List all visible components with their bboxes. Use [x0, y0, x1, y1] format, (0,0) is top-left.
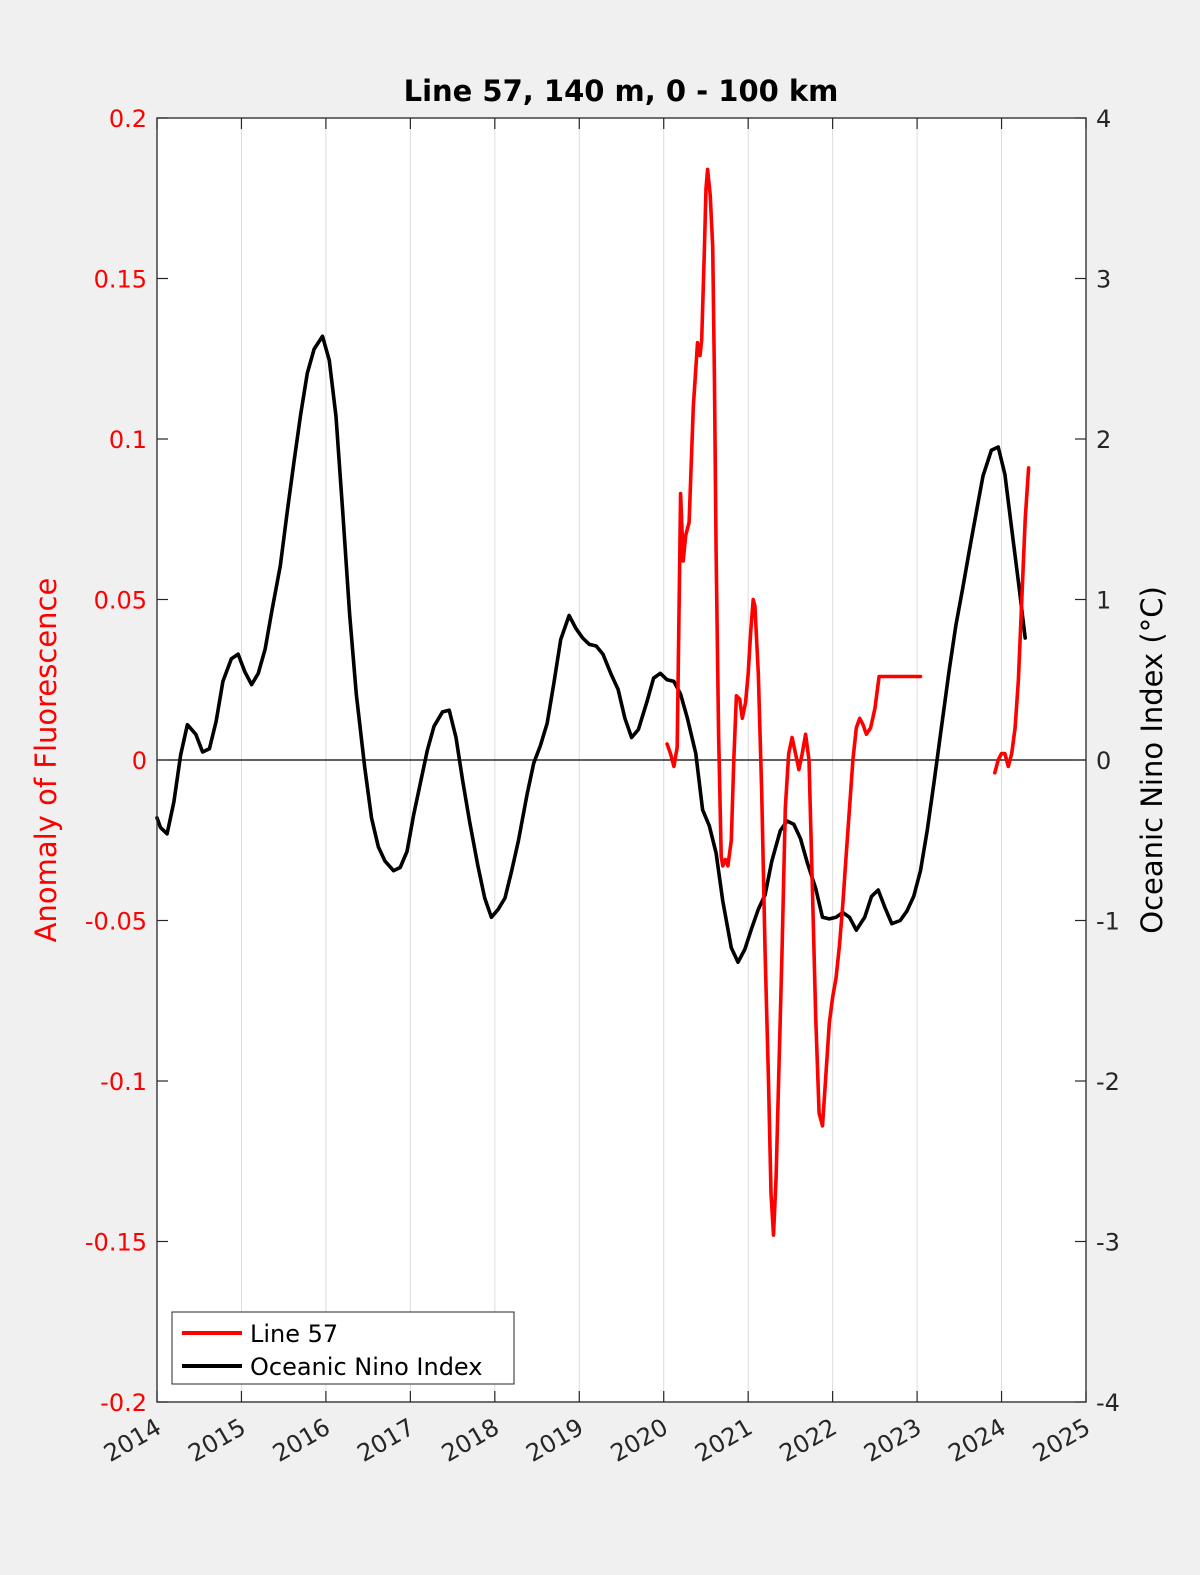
- y-right-tick-label: 4: [1096, 105, 1111, 133]
- y-axis-right: -4 -3 -2 -1 0 1 2 3 4: [1075, 105, 1120, 1417]
- y-right-tick-label: -4: [1096, 1389, 1120, 1417]
- y-right-tick-label: 0: [1096, 747, 1111, 775]
- y-left-tick-label: 0.15: [94, 266, 147, 294]
- y-left-tick-label: 0.05: [94, 587, 147, 615]
- y-left-tick-label: 0.1: [109, 426, 147, 454]
- legend-label-line57: Line 57: [250, 1320, 338, 1348]
- y-left-tick-label: 0.2: [109, 105, 147, 133]
- legend: Line 57 Oceanic Nino Index: [171, 1311, 515, 1385]
- legend-box: [171, 1311, 515, 1385]
- y-left-tick-label: -0.15: [85, 1229, 147, 1257]
- y-right-tick-label: 3: [1096, 266, 1111, 294]
- series-line-line57-segment-2: [992, 466, 1031, 775]
- chart-title: Line 57, 140 m, 0 - 100 km: [404, 74, 839, 108]
- y-axis-right-label: Oceanic Nino Index (°C): [1135, 586, 1169, 934]
- y-right-tick-label: -3: [1096, 1229, 1120, 1257]
- y-left-tick-label: -0.05: [85, 908, 147, 936]
- y-left-tick-label: -0.1: [100, 1068, 147, 1096]
- series-layer: [155, 167, 1031, 1237]
- y-axis-left: -0.2 -0.15 -0.1 -0.05 0 0.05 0.1 0.15 0.2: [85, 105, 168, 1417]
- series-line-oceanic-nino-index: [155, 334, 1027, 965]
- legend-label-oni: Oceanic Nino Index: [250, 1353, 482, 1381]
- y-left-tick-label: 0: [132, 747, 147, 775]
- y-right-tick-label: -2: [1096, 1068, 1120, 1096]
- y-right-tick-label: 1: [1096, 587, 1111, 615]
- y-right-tick-label: -1: [1096, 908, 1120, 936]
- y-right-tick-label: 2: [1096, 426, 1111, 454]
- y-left-tick-label: -0.2: [100, 1389, 147, 1417]
- series-line-line57-segment-1: [665, 167, 923, 1237]
- y-axis-left-label: Anomaly of Fluorescence: [29, 578, 63, 943]
